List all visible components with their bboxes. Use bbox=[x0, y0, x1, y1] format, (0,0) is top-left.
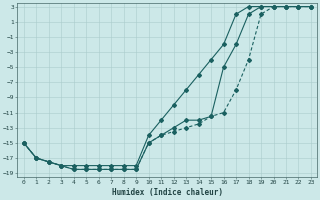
X-axis label: Humidex (Indice chaleur): Humidex (Indice chaleur) bbox=[112, 188, 223, 197]
